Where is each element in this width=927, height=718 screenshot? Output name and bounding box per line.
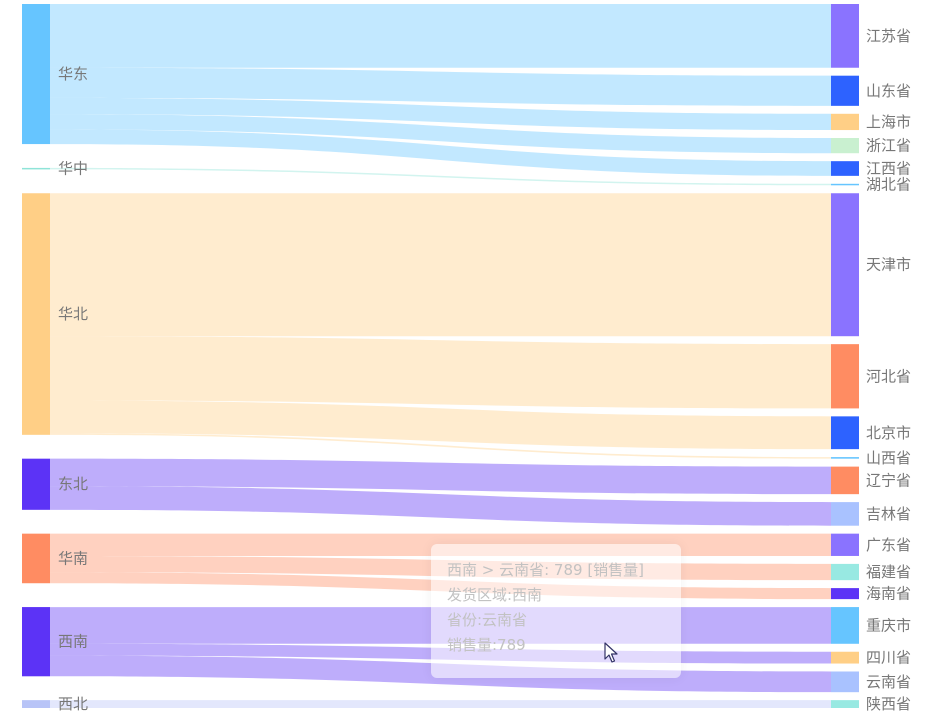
node-华中[interactable] (22, 167, 50, 170)
node-华北[interactable] (22, 193, 50, 435)
link-华北-天津市[interactable] (50, 193, 831, 337)
link-华北-河北省[interactable] (50, 336, 831, 409)
node-西北[interactable] (22, 700, 50, 708)
node-label-福建省: 福建省 (866, 563, 911, 581)
node-label-天津市: 天津市 (866, 256, 911, 274)
node-陕西省[interactable] (831, 700, 859, 708)
node-label-河北省: 河北省 (866, 367, 911, 385)
node-云南省[interactable] (831, 671, 859, 693)
node-label-重庆市: 重庆市 (866, 616, 911, 634)
tooltip-sales: 销售量:789 (447, 636, 526, 654)
node-label-云南省: 云南省 (866, 673, 911, 691)
tooltip: 西南 > 云南省: 789 [销售量] 发货区域:西南 省份:云南省 销售量:7… (431, 544, 681, 678)
node-山东省[interactable] (831, 75, 859, 106)
link-华中-湖北省[interactable] (50, 167, 831, 186)
node-label-辽宁省: 辽宁省 (866, 471, 911, 489)
node-label-浙江省: 浙江省 (866, 137, 911, 155)
link-华东-上海市[interactable] (50, 97, 831, 131)
node-河北省[interactable] (831, 344, 859, 409)
node-label-华北: 华北 (58, 305, 88, 323)
node-label-四川省: 四川省 (866, 649, 911, 667)
node-label-西北: 西北 (58, 695, 88, 713)
node-广东省[interactable] (831, 533, 859, 556)
node-西南[interactable] (22, 607, 50, 677)
node-label-华南: 华南 (58, 549, 88, 567)
node-label-山西省: 山西省 (866, 449, 911, 467)
link-华东-江苏省[interactable] (50, 4, 831, 68)
node-四川省[interactable] (831, 651, 859, 664)
node-山西省[interactable] (831, 457, 859, 459)
node-浙江省[interactable] (831, 138, 859, 154)
node-湖北省[interactable] (831, 183, 859, 186)
node-label-上海市: 上海市 (866, 113, 911, 131)
link-东北-辽宁省[interactable] (50, 458, 831, 495)
link-华东-山东省[interactable] (50, 67, 831, 106)
node-label-江苏省: 江苏省 (866, 27, 911, 45)
node-江西省[interactable] (831, 161, 859, 176)
node-江苏省[interactable] (831, 4, 859, 68)
nodes-layer (22, 4, 859, 708)
node-福建省[interactable] (831, 563, 859, 581)
node-label-华中: 华中 (58, 160, 88, 178)
node-华南[interactable] (22, 533, 50, 584)
node-label-东北: 东北 (58, 475, 88, 493)
node-label-江西省: 江西省 (866, 160, 911, 178)
node-label-陕西省: 陕西省 (866, 695, 911, 713)
node-吉林省[interactable] (831, 502, 859, 526)
link-东北-吉林省[interactable] (50, 486, 831, 526)
node-重庆市[interactable] (831, 607, 859, 644)
node-label-北京市: 北京市 (866, 424, 911, 442)
node-辽宁省[interactable] (831, 466, 859, 495)
node-北京市[interactable] (831, 416, 859, 450)
tooltip-title: 西南 > 云南省: 789 [销售量] (447, 561, 645, 579)
link-华北-山西省[interactable] (50, 433, 831, 459)
link-华东-江西省[interactable] (50, 129, 831, 176)
link-西北-陕西省[interactable] (50, 700, 831, 708)
tooltip-province: 省份:云南省 (447, 611, 528, 629)
node-label-华东: 华东 (58, 65, 88, 83)
node-上海市[interactable] (831, 113, 859, 131)
mouse-cursor-icon (604, 642, 618, 663)
link-华北-北京市[interactable] (50, 400, 831, 450)
node-label-吉林省: 吉林省 (866, 505, 911, 523)
node-label-湖北省: 湖北省 (866, 176, 911, 194)
node-label-山东省: 山东省 (866, 82, 911, 100)
tooltip-region: 发货区域:西南 (447, 586, 543, 604)
node-天津市[interactable] (831, 193, 859, 337)
node-东北[interactable] (22, 458, 50, 510)
node-label-广东省: 广东省 (866, 536, 911, 554)
node-label-海南省: 海南省 (866, 585, 911, 603)
node-海南省[interactable] (831, 588, 859, 600)
node-label-西南: 西南 (58, 633, 88, 651)
link-华东-浙江省[interactable] (50, 114, 831, 154)
node-华东[interactable] (22, 4, 50, 145)
